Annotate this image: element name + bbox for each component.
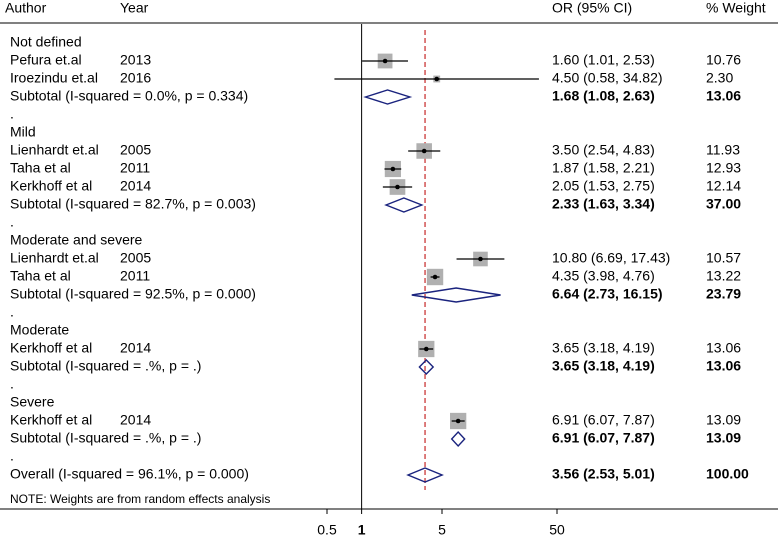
row-label: . <box>10 448 14 464</box>
row-label: . <box>10 106 14 122</box>
row-label: Not defined <box>10 34 82 50</box>
weight-label: 23.79 <box>706 286 741 302</box>
ci-label: 10.80 (6.69, 17.43) <box>552 250 670 266</box>
header-author: Author <box>5 0 47 16</box>
ci-label: 4.50 (0.58, 34.82) <box>552 70 663 86</box>
weight-label: 37.00 <box>706 196 741 212</box>
row-label: Subtotal (I-squared = 82.7%, p = 0.003) <box>10 196 256 212</box>
row-label: Subtotal (I-squared = 0.0%, p = 0.334) <box>10 88 248 104</box>
header-ci: OR (95% CI) <box>552 0 632 16</box>
row-label: Moderate and severe <box>10 232 143 248</box>
row-year: 2014 <box>120 178 151 194</box>
row-label: Lienhardt et.al <box>10 250 99 266</box>
row-label: Iroezindu et.al <box>10 70 98 86</box>
header-weight: % Weight <box>706 0 766 16</box>
row-label: . <box>10 304 14 320</box>
row-year: 2005 <box>120 142 151 158</box>
point-estimate <box>382 58 388 64</box>
weight-label: 10.76 <box>706 52 741 68</box>
point-estimate <box>395 184 400 190</box>
weight-label: 10.57 <box>706 250 741 266</box>
row-label: Kerkhoff et al <box>10 412 92 428</box>
weight-label: 13.06 <box>706 88 741 104</box>
weight-label: 11.93 <box>706 142 740 158</box>
diamond <box>406 467 444 483</box>
ci-label: 6.91 (6.07, 7.87) <box>552 430 655 446</box>
diamond <box>363 89 413 105</box>
ci-label: 3.56 (2.53, 5.01) <box>552 466 655 482</box>
row-label: Overall (I-squared = 96.1%, p = 0.000) <box>10 466 249 482</box>
ci-label: 2.05 (1.53, 2.75) <box>552 178 655 194</box>
row-label: Severe <box>10 394 55 410</box>
weight-label: 13.09 <box>706 412 741 428</box>
row-year: 2011 <box>120 160 150 176</box>
row-label: Lienhardt et.al <box>10 142 99 158</box>
weight-label: 12.93 <box>706 160 741 176</box>
row-year: 2011 <box>120 268 150 284</box>
diamond <box>384 197 424 213</box>
point-estimate <box>390 166 396 172</box>
row-label: . <box>10 214 14 230</box>
ci-label: 4.35 (3.98, 4.76) <box>552 268 655 284</box>
ci-label: 3.65 (3.18, 4.19) <box>552 358 655 374</box>
row-year: 2014 <box>120 412 151 428</box>
weight-label: 2.30 <box>706 70 733 86</box>
ci-label: 1.68 (1.08, 2.63) <box>552 88 655 104</box>
weight-label: 13.22 <box>706 268 741 284</box>
row-label: Pefura et.al <box>10 52 82 68</box>
weight-label: 100.00 <box>706 466 749 482</box>
ci-label: 6.64 (2.73, 16.15) <box>552 286 663 302</box>
row-label: Kerkhoff et al <box>10 178 92 194</box>
weight-label: 13.09 <box>706 430 741 446</box>
row-label: Kerkhoff et al <box>10 340 92 356</box>
row-label: Subtotal (I-squared = .%, p = .) <box>10 430 201 446</box>
row-label: Mild <box>10 124 36 140</box>
weight-label: 12.14 <box>706 178 741 194</box>
x-tick-label: 5 <box>438 522 446 538</box>
x-tick-label: 0.5 <box>317 522 337 538</box>
row-year: 2005 <box>120 250 151 266</box>
point-estimate <box>423 346 429 352</box>
row-year: 2013 <box>120 52 151 68</box>
point-estimate <box>421 148 427 154</box>
weight-label: 13.06 <box>706 358 741 374</box>
point-estimate <box>478 256 483 262</box>
x-tick-label: 1 <box>358 522 366 538</box>
ci-label: 3.65 (3.18, 4.19) <box>552 340 655 356</box>
row-year: 2014 <box>120 340 151 356</box>
weight-label: 13.06 <box>706 340 741 356</box>
row-label: Subtotal (I-squared = .%, p = .) <box>10 358 201 374</box>
ci-label: 1.60 (1.01, 2.53) <box>552 52 655 68</box>
row-label: Subtotal (I-squared = 92.5%, p = 0.000) <box>10 286 256 302</box>
ci-label: 1.87 (1.58, 2.21) <box>552 160 655 176</box>
point-estimate <box>434 76 440 82</box>
row-label: . <box>10 376 14 392</box>
point-estimate <box>432 274 438 280</box>
diamond <box>418 359 435 375</box>
row-year: 2016 <box>120 70 151 86</box>
row-label: Moderate <box>10 322 69 338</box>
row-label: Taha et al <box>10 160 71 176</box>
note: NOTE: Weights are from random effects an… <box>10 492 270 506</box>
row-label: Taha et al <box>10 268 71 284</box>
header-year: Year <box>120 0 149 16</box>
diamond <box>450 430 466 448</box>
x-tick-label: 50 <box>549 522 565 538</box>
ci-label: 3.50 (2.54, 4.83) <box>552 142 655 158</box>
diamond <box>411 287 501 303</box>
ci-label: 6.91 (6.07, 7.87) <box>552 412 655 428</box>
ci-label: 2.33 (1.63, 3.34) <box>552 196 655 212</box>
point-estimate <box>455 418 461 424</box>
